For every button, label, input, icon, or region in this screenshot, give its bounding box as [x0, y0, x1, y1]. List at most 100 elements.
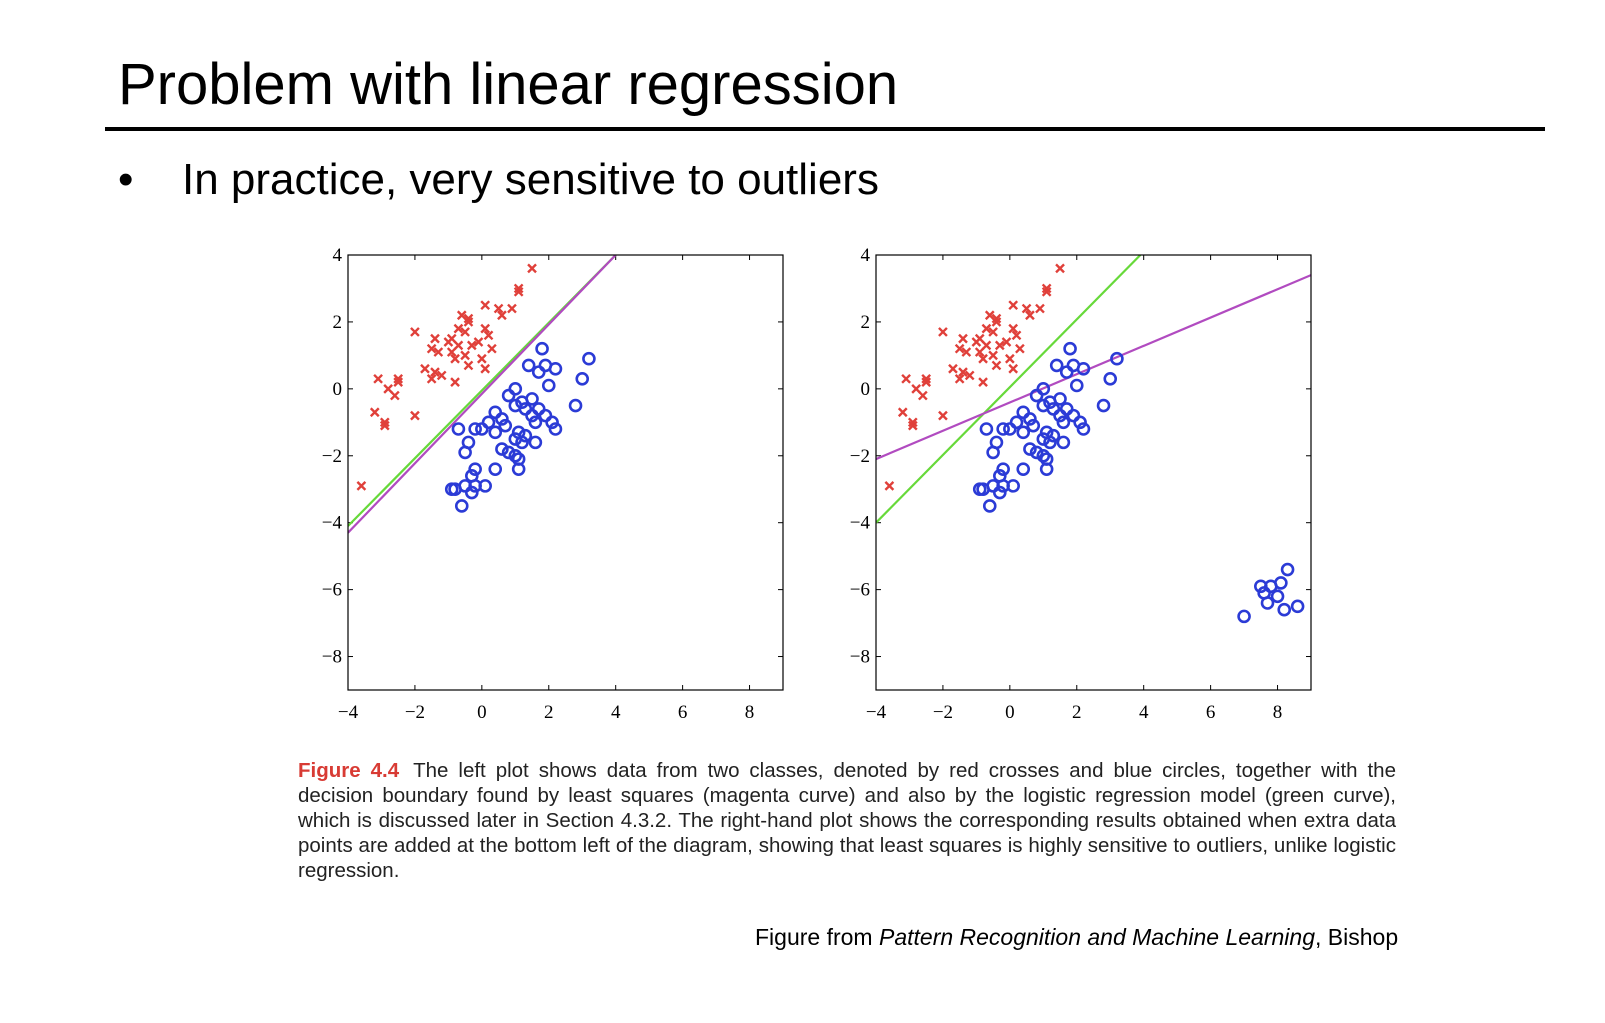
red-cross-point — [430, 333, 440, 344]
red-cross-point — [393, 373, 404, 384]
red-cross-point — [527, 263, 537, 274]
red-cross-point — [991, 360, 1002, 371]
y-tick-label: 4 — [861, 245, 871, 266]
x-tick-label: −4 — [338, 702, 359, 723]
blue-circle-point — [481, 415, 496, 430]
x-tick-label: 0 — [477, 702, 487, 723]
bullet-dot: • — [118, 155, 134, 204]
logistic-boundary-line — [876, 255, 1142, 524]
red-cross-point — [921, 377, 932, 388]
blue-circle-point — [1237, 609, 1251, 624]
red-cross-point — [958, 333, 968, 344]
red-cross-point — [463, 360, 474, 371]
blue-circle-point — [1039, 462, 1054, 476]
blue-circle-point — [1277, 602, 1292, 617]
blue-circle-point — [508, 382, 523, 396]
y-tick-label: −2 — [850, 446, 870, 467]
blue-circle-point — [468, 422, 482, 436]
red-cross-point — [393, 377, 404, 388]
blue-circle-point — [488, 405, 503, 420]
red-cross-point — [1001, 337, 1012, 347]
red-cross-point — [430, 367, 440, 377]
blue-circle-point — [538, 408, 553, 423]
blue-circle-point — [1029, 445, 1044, 460]
blue-circle-point — [1029, 388, 1044, 403]
y-tick-label: −8 — [850, 647, 870, 668]
red-cross-point — [450, 377, 460, 388]
blue-circle-point — [508, 448, 523, 463]
red-cross-point — [948, 363, 958, 374]
red-cross-point — [981, 340, 992, 351]
blue-circle-point — [979, 422, 994, 436]
y-tick-label: 2 — [861, 312, 871, 333]
blue-circle-point — [495, 412, 509, 426]
blue-circle-point — [1009, 415, 1024, 430]
red-cross-point — [1025, 310, 1035, 321]
plot-frame — [347, 254, 784, 691]
blue-circle-point — [458, 445, 472, 460]
red-cross-point — [426, 373, 437, 384]
red-cross-point — [433, 347, 444, 357]
blue-circle-point — [528, 435, 543, 450]
blue-circle-point — [475, 422, 489, 436]
red-cross-point — [954, 343, 965, 354]
blue-circle-point — [568, 398, 583, 413]
red-cross-point — [450, 353, 460, 364]
blue-circle-point — [976, 482, 990, 497]
blue-circle-point — [993, 485, 1007, 500]
blue-circle-point — [478, 479, 492, 493]
blue-circle-point — [1270, 589, 1285, 604]
y-tick-label: −4 — [322, 513, 343, 534]
red-cross-point — [961, 347, 972, 357]
y-tick-label: −6 — [850, 580, 870, 601]
red-cross-point — [974, 333, 985, 344]
red-cross-point — [921, 373, 932, 384]
red-cross-point — [497, 310, 507, 321]
caption-label: Figure 4.4 — [298, 759, 400, 782]
blue-circle-point — [1043, 435, 1057, 450]
red-cross-point — [356, 481, 367, 491]
red-cross-point — [446, 333, 457, 344]
red-cross-point — [958, 367, 968, 377]
y-tick-label: 0 — [861, 379, 871, 400]
blue-circle-point — [1053, 408, 1067, 423]
red-cross-point — [493, 303, 504, 314]
red-cross-point — [1041, 286, 1052, 297]
red-cross-point — [436, 370, 447, 381]
blue-circle-point — [1006, 479, 1020, 493]
red-cross-point — [1035, 303, 1045, 314]
red-cross-point — [988, 350, 998, 361]
figure-4-4: −4 −2 0 2 4 6 8 4 2 0 −2 −4 −6 −8 −4 −2 0 2 4 6 8 4 2 0 −2 −4 −6−… — [300, 240, 1400, 760]
x-tick-label: 6 — [1206, 702, 1216, 723]
red-cross-point — [460, 327, 470, 337]
blue-circle-point — [488, 462, 503, 476]
blue-circle-point — [1026, 418, 1041, 433]
blue-circle-point — [1059, 365, 1074, 379]
blue-circle-point — [528, 415, 543, 430]
red-cross-point — [410, 327, 420, 337]
x-tick-label: 8 — [1273, 702, 1283, 723]
y-tick-label: 0 — [333, 379, 343, 400]
blue-circle-point — [1066, 408, 1081, 423]
blue-circle-point — [1036, 432, 1051, 446]
blue-circle-point — [511, 462, 526, 476]
blue-circle-point — [451, 422, 466, 436]
red-cross-point — [453, 340, 464, 351]
red-cross-point — [1055, 263, 1065, 274]
red-cross-point — [938, 410, 948, 421]
slide-title: Problem with linear regression — [118, 52, 899, 117]
blue-circle-point — [468, 462, 482, 476]
red-cross-point — [911, 383, 922, 394]
red-cross-point — [369, 407, 380, 418]
red-cross-point — [978, 377, 988, 388]
blue-circle-point — [501, 445, 516, 460]
blue-circle-point — [548, 361, 563, 376]
blue-circle-point — [1056, 435, 1071, 450]
red-cross-point — [991, 313, 1002, 324]
blue-circle-point — [535, 341, 549, 356]
bullet-text: In practice, very sensitive to outliers — [182, 155, 879, 204]
blue-circle-point — [1290, 599, 1305, 614]
blue-circle-point — [1059, 402, 1074, 416]
red-cross-point — [483, 330, 494, 341]
least-squares-boundary-line — [348, 255, 617, 534]
